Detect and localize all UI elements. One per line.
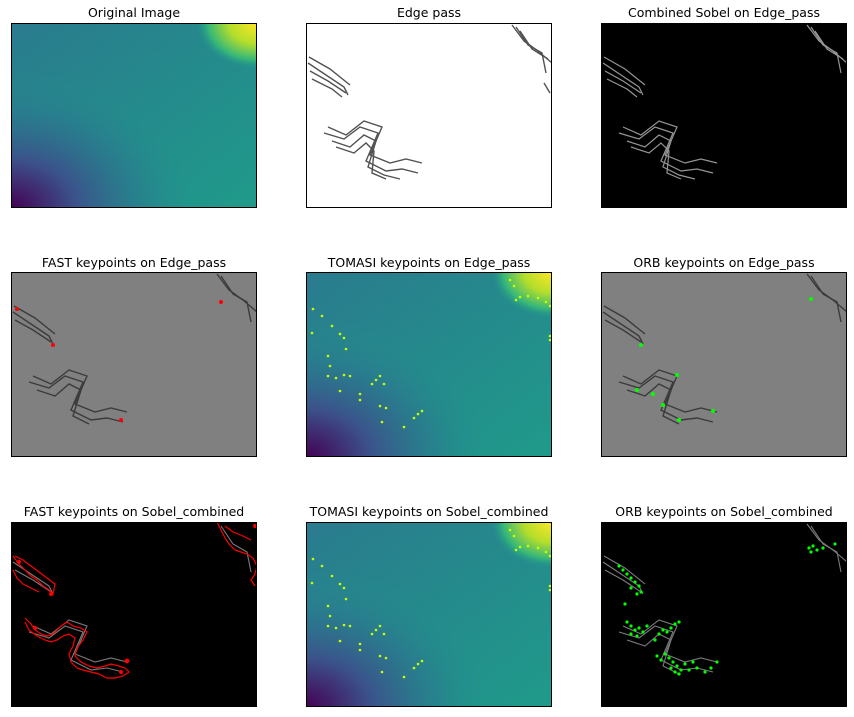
panel-fast-edge-pass bbox=[11, 272, 257, 457]
fast-edge-pass-image bbox=[11, 272, 257, 457]
panel-edge-pass bbox=[306, 23, 552, 208]
tomasi-keypoints bbox=[310, 278, 552, 429]
orb-keypoints-dense bbox=[617, 542, 837, 676]
fast-sobel-image bbox=[11, 522, 257, 707]
panel-orb-edge-pass bbox=[601, 272, 847, 457]
title-edge-pass: Edge pass bbox=[396, 5, 462, 20]
title-tomasi-sobel: TOMASI keypoints on Sobel_combined bbox=[309, 504, 549, 519]
title-orb-edge-pass: ORB keypoints on Edge_pass bbox=[633, 255, 815, 270]
viridis-gradient-image bbox=[11, 23, 257, 208]
title-original-image: Original Image bbox=[87, 5, 181, 20]
orb-edge-pass-image bbox=[601, 272, 847, 457]
panel-orb-sobel bbox=[601, 522, 847, 707]
title-combined-sobel: Combined Sobel on Edge_pass bbox=[627, 5, 820, 20]
edge-pass-image bbox=[306, 23, 552, 208]
orb-keypoints bbox=[635, 297, 813, 422]
panel-tomasi-edge-pass bbox=[306, 272, 552, 457]
orb-sobel-image bbox=[601, 522, 847, 707]
tomasi-sobel-image bbox=[306, 522, 552, 707]
panel-fast-sobel bbox=[11, 522, 257, 707]
title-fast-sobel: FAST keypoints on Sobel_combined bbox=[23, 504, 245, 519]
panel-combined-sobel bbox=[601, 23, 847, 208]
title-fast-edge-pass: FAST keypoints on Edge_pass bbox=[41, 255, 227, 270]
tomasi-edge-pass-image bbox=[306, 272, 552, 457]
panel-tomasi-sobel bbox=[306, 522, 552, 707]
title-tomasi-edge-pass: TOMASI keypoints on Edge_pass bbox=[327, 255, 531, 270]
sobel-image bbox=[601, 23, 847, 208]
panel-original-image bbox=[11, 23, 257, 208]
tomasi-keypoints bbox=[310, 528, 552, 679]
fast-keypoints bbox=[15, 300, 223, 422]
title-orb-sobel: ORB keypoints on Sobel_combined bbox=[615, 504, 833, 519]
